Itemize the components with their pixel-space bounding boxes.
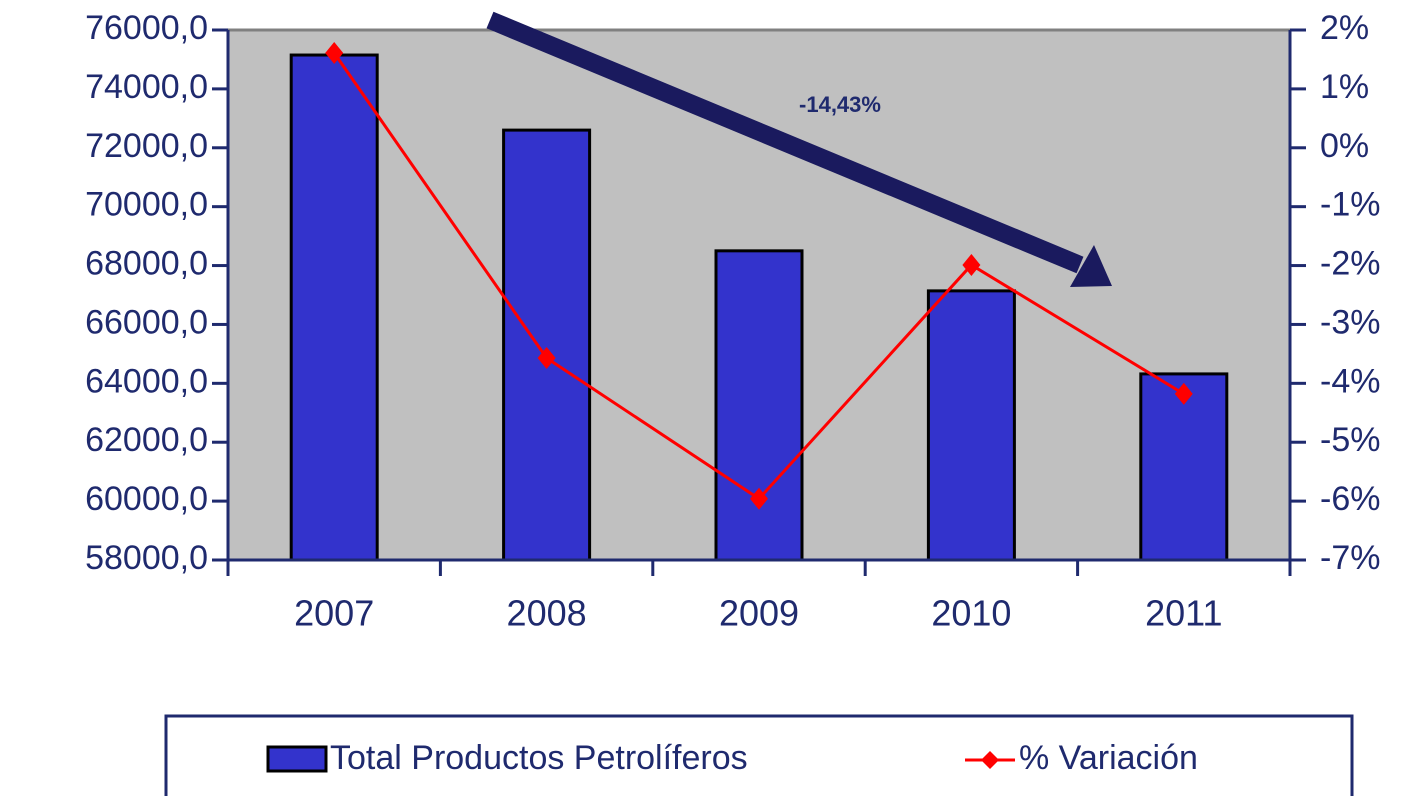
- marker: [1174, 382, 1193, 405]
- legend-label: % Variación: [1019, 739, 1198, 777]
- y2-tick-label: -1%: [1320, 186, 1380, 224]
- marker: [537, 347, 556, 370]
- x-tick-label: 2011: [1145, 593, 1222, 634]
- legend: Total Productos Petrolíferos % Variación: [164, 714, 1354, 796]
- y-tick-label: 74000,0: [85, 68, 208, 106]
- legend-swatch: [266, 745, 328, 773]
- legend-box: [164, 714, 1354, 796]
- trend-arrow-head: [1070, 245, 1112, 287]
- y-tick-label: 64000,0: [85, 362, 208, 400]
- x-tick-label: 2010: [931, 593, 1011, 634]
- y-tick-label: 70000,0: [85, 186, 208, 224]
- y-tick-label: 76000,0: [85, 9, 208, 47]
- y2-tick-label: -5%: [1320, 421, 1380, 459]
- x-tick-label: 2009: [719, 593, 799, 634]
- y2-tick-label: 0%: [1320, 127, 1369, 165]
- y2-tick-label: -6%: [1320, 480, 1380, 518]
- y-tick-label: 62000,0: [85, 421, 208, 459]
- y-tick-label: 58000,0: [85, 539, 208, 577]
- y2-tick-label: 2%: [1320, 9, 1369, 47]
- y2-tick-label: -7%: [1320, 539, 1380, 577]
- y-tick-label: 72000,0: [85, 127, 208, 165]
- legend-marker: [981, 751, 999, 769]
- bar: [289, 53, 379, 562]
- y2-tick-label: -4%: [1320, 362, 1380, 400]
- marker: [750, 487, 768, 510]
- y-tick-label: 60000,0: [85, 480, 208, 518]
- marker: [325, 41, 344, 64]
- y-tick-label: 68000,0: [85, 245, 208, 283]
- y2-tick-label: -2%: [1320, 245, 1380, 283]
- annotation: -14,43%: [799, 92, 881, 117]
- y-tick-label: 66000,0: [85, 303, 208, 341]
- marker: [962, 253, 981, 276]
- bar: [502, 128, 592, 562]
- y2-tick-label: 1%: [1320, 68, 1369, 106]
- legend-label: Total Productos Petrolíferos: [330, 739, 748, 777]
- x-tick-label: 2007: [294, 593, 374, 634]
- x-tick-label: 2008: [507, 593, 587, 634]
- bar: [926, 289, 1016, 562]
- trend-arrow: [486, 11, 1084, 274]
- bar: [714, 249, 804, 562]
- y2-tick-label: -3%: [1320, 303, 1380, 341]
